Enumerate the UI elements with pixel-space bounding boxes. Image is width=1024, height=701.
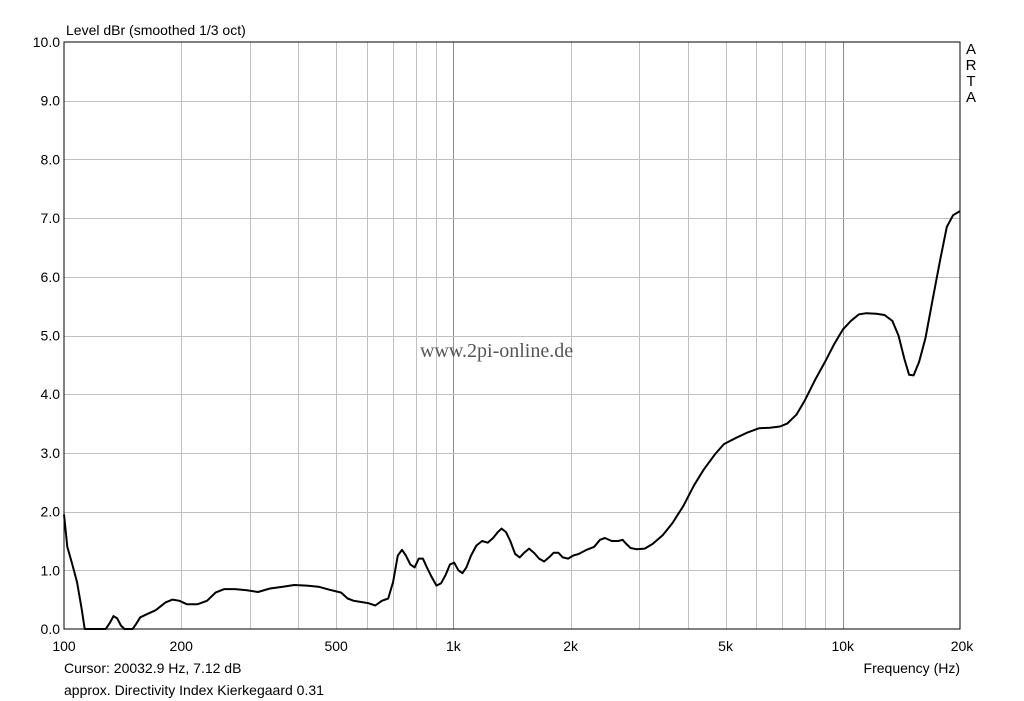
brand-letter: R bbox=[965, 57, 977, 74]
y-tick-label: 1.0 bbox=[41, 562, 61, 578]
y-tick-label: 10.0 bbox=[33, 34, 60, 50]
y-tick-label: 5.0 bbox=[41, 328, 61, 344]
x-axis-ticks: 100 200 500 1k 2k 5k 10k 20k bbox=[52, 638, 974, 654]
y-tick-label: 3.0 bbox=[41, 445, 61, 461]
brand-letter: A bbox=[965, 41, 976, 58]
x-tick-label: 200 bbox=[170, 638, 194, 654]
y-tick-label: 7.0 bbox=[41, 210, 61, 226]
y-tick-label: 4.0 bbox=[41, 386, 61, 402]
x-tick-label: 1k bbox=[446, 638, 462, 654]
y-tick-label: 8.0 bbox=[41, 151, 61, 167]
y-tick-label: 2.0 bbox=[41, 504, 61, 520]
cursor-readout: Cursor: 20032.9 Hz, 7.12 dB bbox=[64, 660, 242, 676]
y-tick-label: 0.0 bbox=[41, 621, 61, 637]
series-line bbox=[63, 210, 961, 630]
arta-brand: A R T A bbox=[964, 42, 978, 106]
directivity-index-text: approx. Directivity Index Kierkegaard 0.… bbox=[64, 682, 324, 698]
y-axis-label: Level dBr (smoothed 1/3 oct) bbox=[66, 22, 246, 38]
x-tick-label: 10k bbox=[831, 638, 855, 654]
x-tick-label: 20k bbox=[951, 638, 975, 654]
y-tick-label: 6.0 bbox=[41, 269, 61, 285]
x-tick-label: 5k bbox=[718, 638, 734, 654]
y-axis-ticks: 0.0 1.0 2.0 3.0 4.0 5.0 6.0 7.0 8.0 9.0 10.0 bbox=[33, 34, 60, 637]
brand-letter: A bbox=[965, 89, 976, 106]
x-tick-label: 2k bbox=[563, 638, 579, 654]
brand-letter: T bbox=[966, 73, 976, 90]
x-axis-label: Frequency (Hz) bbox=[863, 660, 960, 676]
x-tick-label: 500 bbox=[324, 638, 348, 654]
grid-lines bbox=[64, 42, 960, 629]
watermark: www.2pi-online.de bbox=[420, 340, 574, 362]
plot-frame bbox=[63, 41, 961, 630]
y-tick-label: 9.0 bbox=[41, 93, 61, 109]
x-tick-label: 100 bbox=[52, 638, 76, 654]
